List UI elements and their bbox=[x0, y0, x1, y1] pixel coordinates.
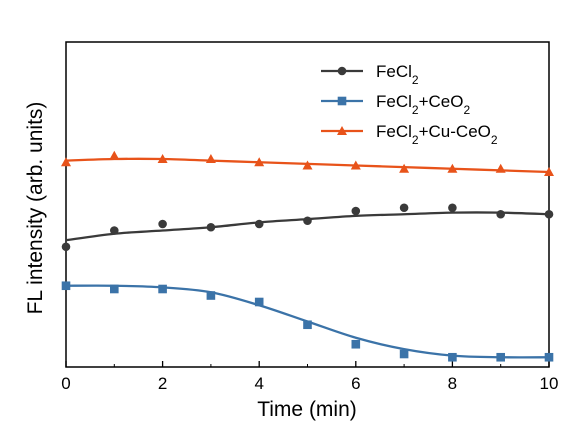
data-point bbox=[399, 203, 409, 213]
data-point bbox=[544, 167, 554, 176]
x-tick-label: 6 bbox=[351, 374, 360, 393]
legend-marker bbox=[337, 66, 347, 76]
data-point bbox=[110, 284, 119, 294]
data-point bbox=[110, 226, 119, 235]
data-point bbox=[544, 352, 554, 362]
data-point bbox=[206, 222, 216, 232]
legend-entry: FeCl2 bbox=[321, 62, 419, 87]
data-point bbox=[109, 150, 120, 160]
series-layer bbox=[61, 150, 554, 362]
legend-label: FeCl2+Cu-CeO2 bbox=[376, 122, 498, 147]
data-point bbox=[254, 297, 264, 307]
data-point bbox=[350, 160, 361, 170]
data-point bbox=[158, 219, 167, 229]
data-point bbox=[351, 206, 361, 216]
data-point bbox=[351, 339, 361, 349]
series-2 bbox=[61, 150, 554, 176]
data-point bbox=[157, 154, 168, 163]
data-point bbox=[544, 209, 554, 219]
plot-frame bbox=[65, 41, 550, 368]
data-point bbox=[496, 209, 506, 219]
x-axis-ticks: 0 2 4 6 8 10 bbox=[61, 361, 558, 393]
x-tick-label: 0 bbox=[61, 374, 70, 393]
data-point bbox=[303, 216, 312, 226]
x-tick-label: 4 bbox=[254, 374, 263, 393]
data-point bbox=[61, 157, 71, 167]
legend-label: FeCl2+CeO2 bbox=[376, 92, 470, 117]
legend-label: FeCl2 bbox=[376, 62, 419, 87]
data-point bbox=[448, 352, 457, 362]
data-point bbox=[495, 163, 506, 173]
legend-marker bbox=[337, 126, 347, 135]
data-point bbox=[302, 160, 313, 170]
data-point bbox=[254, 219, 264, 229]
y-axis-label: FL intensity (arb. units) bbox=[24, 102, 47, 315]
data-point bbox=[61, 242, 71, 252]
legend: FeCl2 FeCl2+CeO2 FeCl2+Cu-CeO2 bbox=[321, 62, 498, 147]
data-point bbox=[447, 163, 458, 173]
data-point bbox=[399, 163, 410, 173]
legend-entry: FeCl2+Cu-CeO2 bbox=[321, 122, 498, 147]
x-axis-label: Time (min) bbox=[257, 398, 357, 421]
data-point bbox=[205, 154, 216, 163]
data-point bbox=[399, 349, 409, 359]
data-point bbox=[158, 284, 167, 294]
legend-marker bbox=[337, 96, 347, 106]
x-tick-label: 10 bbox=[540, 374, 559, 393]
data-point bbox=[206, 291, 216, 300]
series-0 bbox=[61, 203, 554, 252]
data-point bbox=[303, 320, 312, 330]
data-point bbox=[496, 352, 505, 362]
legend-entry: FeCl2+CeO2 bbox=[321, 92, 470, 117]
data-point bbox=[254, 157, 265, 167]
plot-border bbox=[65, 41, 550, 368]
data-point bbox=[448, 203, 457, 213]
x-tick-label: 2 bbox=[158, 374, 167, 393]
series-1 bbox=[61, 281, 554, 362]
x-tick-label: 8 bbox=[448, 374, 457, 393]
data-point bbox=[61, 281, 71, 291]
